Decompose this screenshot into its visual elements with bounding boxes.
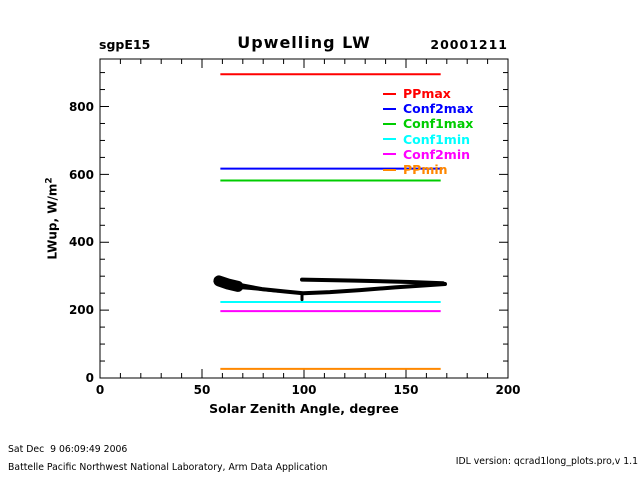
x-axis-title: Solar Zenith Angle, degree bbox=[209, 401, 399, 416]
x-tick-label-100: 100 bbox=[291, 383, 317, 397]
footer-organization: Battelle Pacific Northwest National Labo… bbox=[8, 462, 328, 473]
y-axis-title-text: LWup, W/m bbox=[45, 183, 60, 260]
legend-dash bbox=[383, 138, 396, 141]
legend-item-ppmax: PPmax bbox=[383, 86, 473, 101]
legend-item-conf1max: Conf1max bbox=[383, 116, 473, 131]
legend-dash bbox=[383, 107, 396, 110]
x-tick-label-150: 150 bbox=[393, 383, 419, 397]
y-tick-label-200: 200 bbox=[68, 303, 94, 317]
legend-item-ppmin: PPmin bbox=[383, 162, 473, 177]
y-axis-title-exponent: 2 bbox=[44, 177, 55, 184]
x-tick-label-200: 200 bbox=[495, 383, 521, 397]
legend-label: PPmin bbox=[403, 162, 448, 178]
legend-dash bbox=[383, 92, 396, 95]
legend: PPmax Conf2max Conf1max Conf1min Conf2mi… bbox=[383, 86, 473, 177]
plot-title: Upwelling LW bbox=[237, 33, 371, 52]
legend-label: Conf2max bbox=[403, 101, 474, 117]
legend-dash bbox=[383, 153, 396, 156]
legend-dash bbox=[383, 122, 396, 125]
y-tick-label-600: 600 bbox=[68, 168, 94, 182]
y-axis-title: LWup, W/m2 bbox=[45, 159, 60, 279]
y-tick-label-400: 400 bbox=[68, 235, 94, 249]
legend-item-conf2min: Conf2min bbox=[383, 147, 473, 162]
legend-item-conf1min: Conf1min bbox=[383, 132, 473, 147]
legend-dash bbox=[383, 168, 396, 171]
footer-timestamp: Sat Dec 9 06:09:49 2006 bbox=[8, 444, 128, 455]
measurement-trace bbox=[222, 284, 280, 293]
legend-item-conf2max: Conf2max bbox=[383, 101, 473, 116]
y-tick-label-800: 800 bbox=[68, 100, 94, 114]
legend-label: Conf1min bbox=[403, 131, 471, 147]
site-label: sgpE15 bbox=[99, 37, 151, 52]
legend-label: Conf2min bbox=[403, 146, 471, 162]
y-tick-label-0: 0 bbox=[85, 371, 94, 385]
measurement-trace bbox=[300, 277, 445, 286]
legend-label: PPmax bbox=[403, 86, 451, 102]
footer-version-block: IDL version: qcrad1long_plots.pro,v 1.1 … bbox=[388, 441, 638, 480]
x-tick-label-0: 0 bbox=[95, 383, 105, 397]
footer-idl-version: IDL version: qcrad1long_plots.pro,v 1.1 bbox=[455, 456, 638, 468]
x-tick-label-50: 50 bbox=[193, 383, 211, 397]
legend-label: Conf1max bbox=[403, 116, 474, 132]
date-label: 20001211 bbox=[430, 37, 508, 52]
